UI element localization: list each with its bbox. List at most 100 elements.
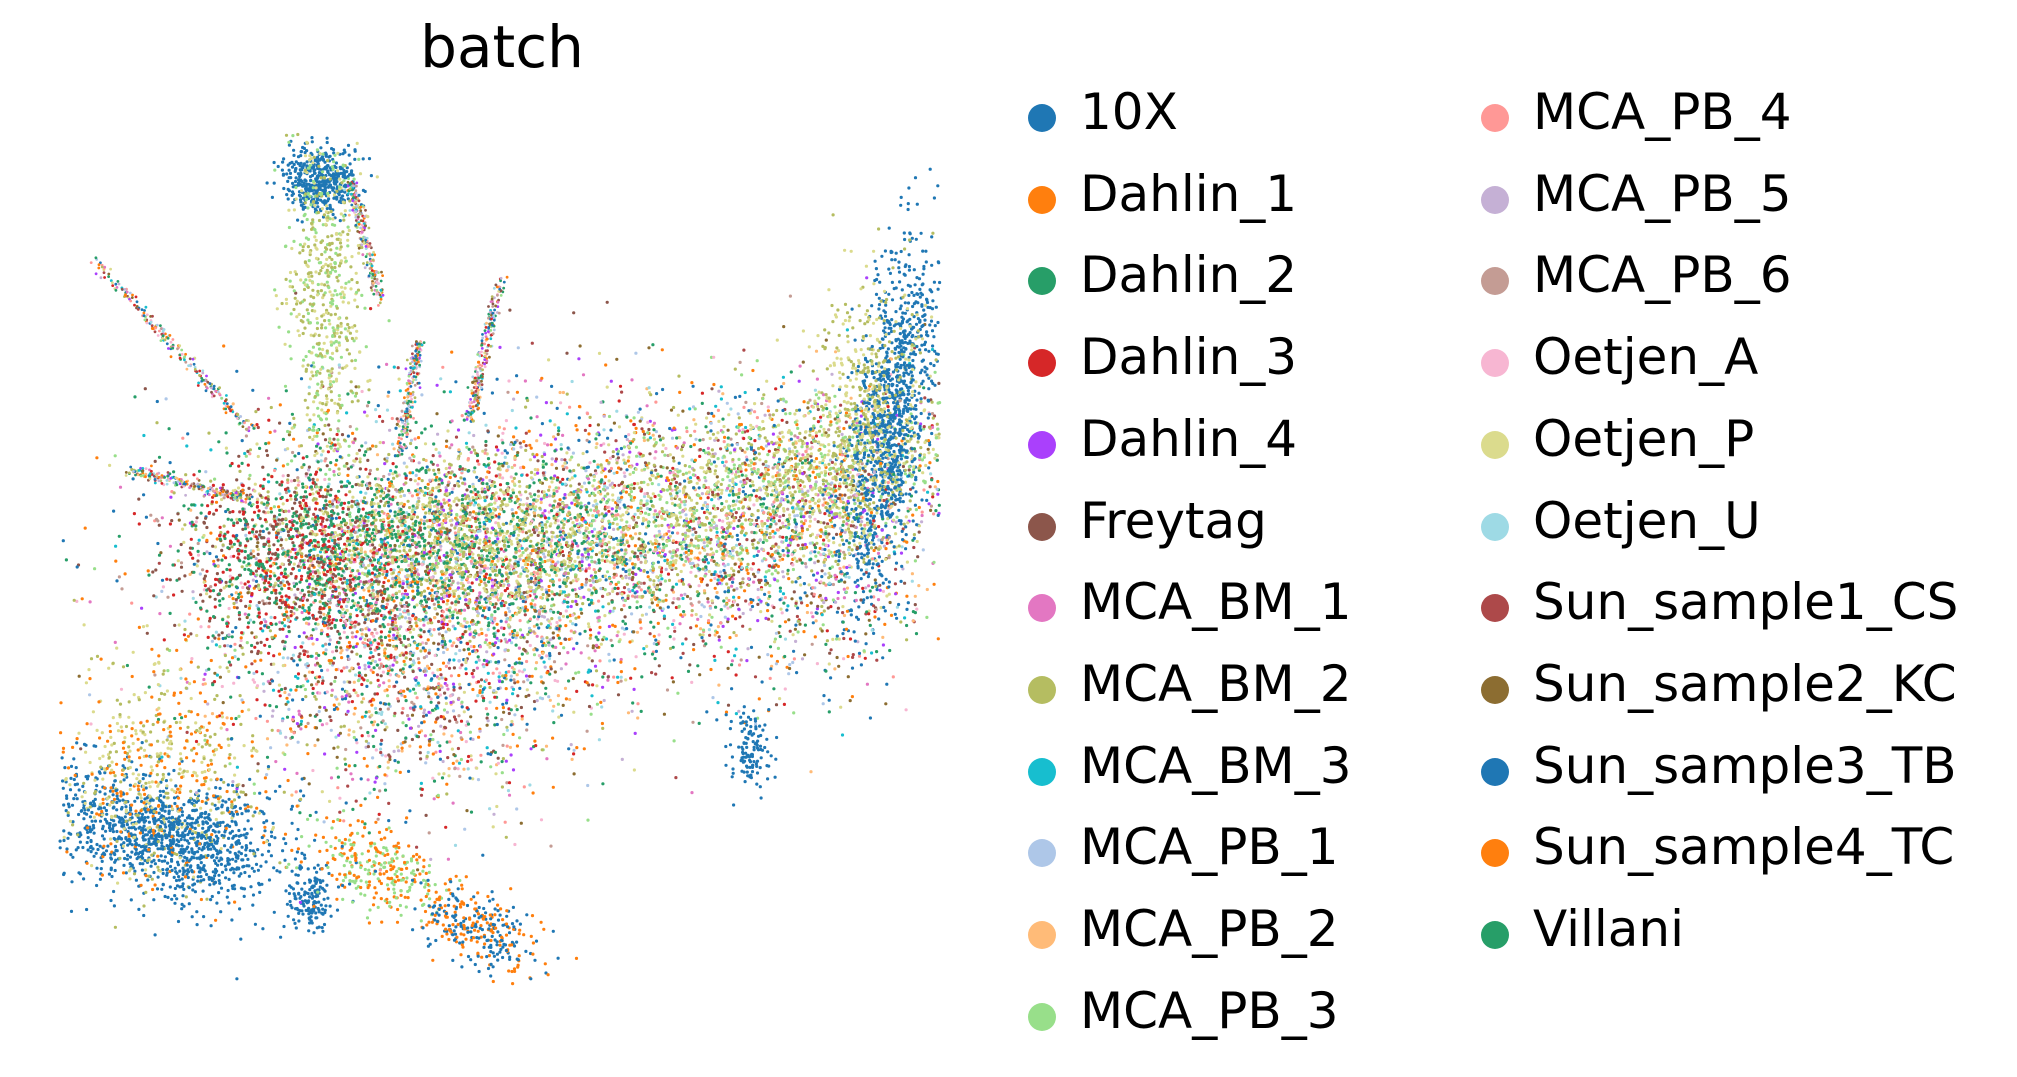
data-point [364, 673, 368, 677]
data-point [412, 605, 417, 609]
data-point [115, 579, 119, 583]
data-point [117, 534, 121, 538]
data-point [444, 486, 448, 490]
data-point [745, 458, 749, 462]
data-point [267, 396, 271, 400]
data-point [447, 480, 451, 484]
data-point [788, 663, 792, 667]
data-point [657, 542, 661, 547]
data-point [736, 524, 740, 528]
data-point [614, 439, 618, 443]
data-point [829, 648, 833, 652]
data-point [731, 614, 735, 618]
data-point [209, 658, 213, 663]
data-point [657, 524, 661, 528]
data-point [185, 730, 189, 735]
data-point [480, 631, 484, 636]
data-point [535, 623, 539, 627]
data-point [885, 541, 889, 545]
data-point [319, 632, 323, 636]
data-point [457, 448, 461, 452]
data-point [188, 572, 192, 577]
data-point [234, 591, 238, 595]
data-point [337, 632, 341, 636]
data-point [710, 387, 714, 391]
data-point [494, 690, 498, 694]
data-point [692, 642, 696, 647]
data-point [454, 560, 458, 564]
data-point [512, 678, 516, 682]
data-point [437, 632, 441, 636]
data-point [432, 628, 436, 632]
data-point [348, 669, 352, 673]
data-point [584, 577, 589, 581]
data-point [660, 523, 664, 528]
data-point [277, 505, 281, 509]
data-point [548, 485, 552, 489]
data-point [567, 637, 571, 642]
data-point [556, 702, 561, 706]
data-point [832, 541, 836, 545]
data-point [690, 381, 694, 385]
data-point [719, 397, 724, 401]
data-point [436, 432, 440, 436]
data-point [591, 683, 595, 687]
data-point [386, 477, 390, 481]
data-point [331, 661, 335, 665]
data-point [737, 519, 741, 523]
data-point [311, 642, 315, 646]
data-point [609, 466, 614, 471]
data-point [717, 638, 721, 642]
data-point [720, 502, 724, 506]
data-point [620, 608, 624, 612]
data-point [549, 667, 553, 671]
data-point [168, 544, 172, 548]
data-point [428, 518, 432, 523]
data-point [645, 404, 649, 408]
data-point [760, 680, 764, 684]
data-point [570, 455, 574, 459]
data-point [391, 462, 395, 466]
data-point [196, 541, 200, 546]
data-point [422, 656, 426, 660]
data-point [626, 711, 631, 715]
data-point [785, 420, 789, 424]
data-point [632, 526, 636, 530]
data-point [206, 646, 210, 650]
data-point [334, 463, 338, 467]
data-point [672, 459, 676, 463]
data-point [494, 474, 498, 478]
data-point [509, 475, 513, 479]
data-point [507, 711, 511, 716]
data-point [604, 475, 608, 479]
data-point [580, 553, 584, 557]
data-point [592, 527, 597, 531]
data-point [887, 556, 891, 560]
data-point [454, 380, 458, 384]
data-point [466, 606, 470, 610]
data-point [842, 587, 846, 591]
data-point [795, 614, 800, 619]
data-point [553, 670, 557, 674]
data-point [234, 626, 238, 630]
data-point [423, 427, 427, 431]
data-point [353, 624, 357, 628]
data-point [307, 468, 311, 472]
data-point [712, 559, 716, 564]
data-point [628, 524, 632, 528]
data-point [316, 569, 320, 573]
data-point [723, 590, 727, 594]
data-point [647, 427, 651, 432]
data-point [507, 583, 511, 588]
data-point [535, 453, 539, 457]
data-point [655, 392, 659, 396]
data-point [469, 754, 473, 758]
data-point [505, 617, 509, 621]
data-point [601, 605, 605, 609]
data-point [288, 421, 292, 425]
data-point [196, 665, 200, 669]
data-point [229, 663, 233, 667]
data-point [548, 698, 552, 702]
data-point [455, 551, 460, 555]
data-point [815, 571, 820, 575]
